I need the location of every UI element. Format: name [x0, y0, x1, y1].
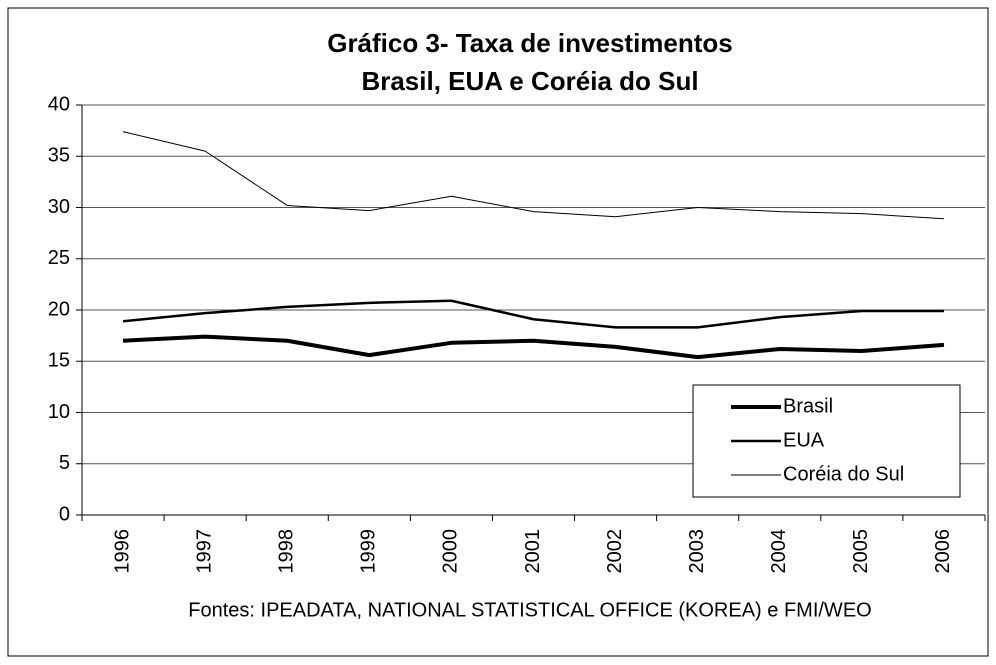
- chart-border: [7, 7, 989, 657]
- x-tick-label: 2006: [932, 529, 954, 574]
- source-note: Fontes: IPEADATA, NATIONAL STATISTICAL O…: [188, 599, 871, 621]
- legend-label: Coréia do Sul: [783, 463, 904, 485]
- y-tick-label: 15: [48, 350, 70, 372]
- y-tick-label: 25: [48, 247, 70, 269]
- series-line: [122, 131, 944, 220]
- x-tick-label: 2005: [850, 529, 872, 574]
- y-tick-label: 5: [59, 452, 70, 474]
- x-tick-label: 2000: [440, 529, 462, 574]
- legend-label: Brasil: [783, 395, 833, 417]
- x-tick-label: 1998: [276, 529, 298, 574]
- series-line: [122, 334, 945, 360]
- x-tick-label: 1996: [111, 529, 133, 574]
- y-tick-label: 0: [59, 503, 70, 525]
- y-tick-label: 40: [48, 93, 70, 115]
- series-line: [122, 299, 944, 329]
- y-tick-label: 10: [48, 401, 70, 423]
- x-tick-label: 2001: [522, 529, 544, 574]
- x-tick-label: 2002: [604, 529, 626, 574]
- x-tick-label: 2004: [768, 529, 790, 574]
- x-tick-label: 2003: [686, 529, 708, 574]
- x-tick-label: 1999: [358, 529, 380, 574]
- y-tick-label: 30: [48, 196, 70, 218]
- chart-subtitle: Brasil, EUA e Coréia do Sul: [361, 66, 698, 96]
- chart-title: Gráfico 3- Taxa de investimentos: [327, 28, 733, 58]
- y-tick-label: 35: [48, 145, 70, 167]
- legend-label: EUA: [783, 429, 825, 451]
- x-tick-label: 1997: [193, 529, 215, 574]
- y-tick-label: 20: [48, 298, 70, 320]
